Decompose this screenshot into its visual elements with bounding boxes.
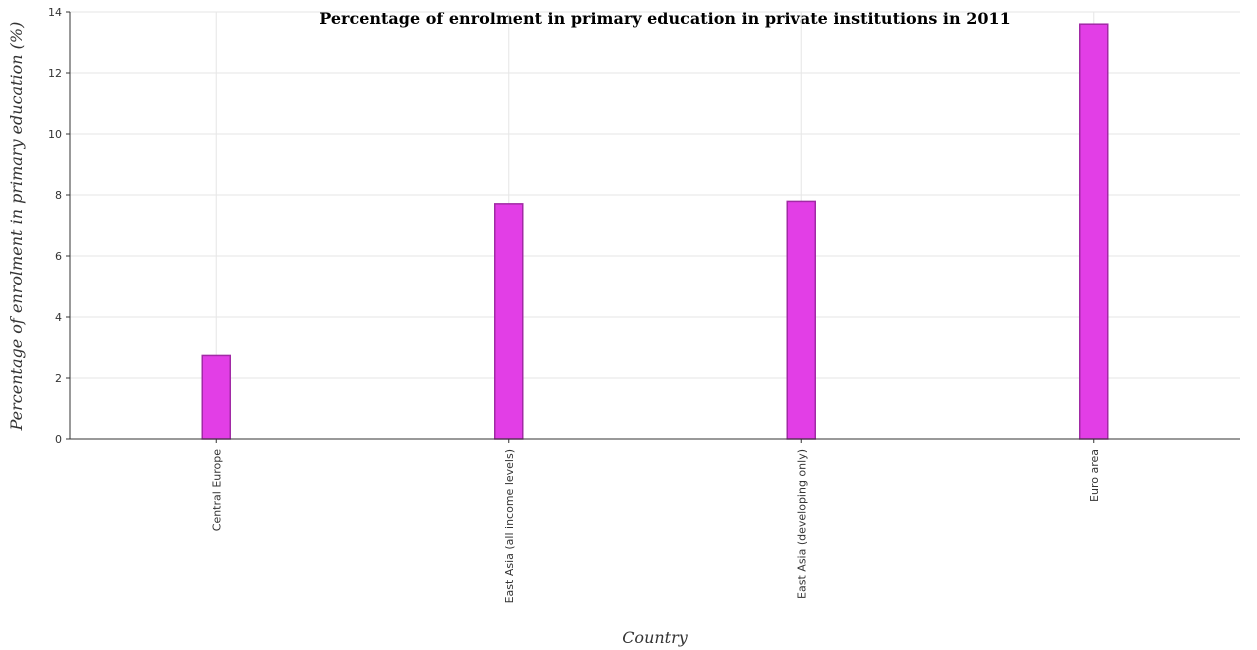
- x-tick-label: Euro area: [1088, 449, 1101, 502]
- y-tick-label: 8: [55, 189, 62, 202]
- bar-1: [494, 203, 524, 440]
- y-tick-label: 14: [48, 6, 62, 19]
- x-tick-label: East Asia (developing only): [795, 449, 808, 599]
- y-tick-label: 2: [55, 372, 62, 385]
- bar-3: [1079, 23, 1109, 440]
- chart-title: Percentage of enrolment in primary educa…: [319, 9, 1010, 28]
- y-axis-label: Percentage of enrolment in primary educa…: [7, 22, 26, 432]
- y-tick-label: 4: [55, 311, 62, 324]
- x-tick-label: East Asia (all income levels): [503, 449, 516, 603]
- bar-0: [201, 354, 231, 440]
- y-tick-label: 12: [48, 67, 62, 80]
- x-tick-label: Central Europe: [210, 449, 223, 531]
- bars: [201, 23, 1109, 440]
- y-tick-label: 6: [55, 250, 62, 263]
- x-axis-label: Country: [622, 628, 689, 647]
- y-tick-label: 10: [48, 128, 62, 141]
- grid: [70, 11, 1240, 440]
- tick-labels: 0 2 4 6 8 10 12 14 Central Europe East Asia (all …: [48, 6, 1101, 603]
- y-tick-label: 0: [55, 433, 62, 446]
- bar-2: [786, 200, 816, 440]
